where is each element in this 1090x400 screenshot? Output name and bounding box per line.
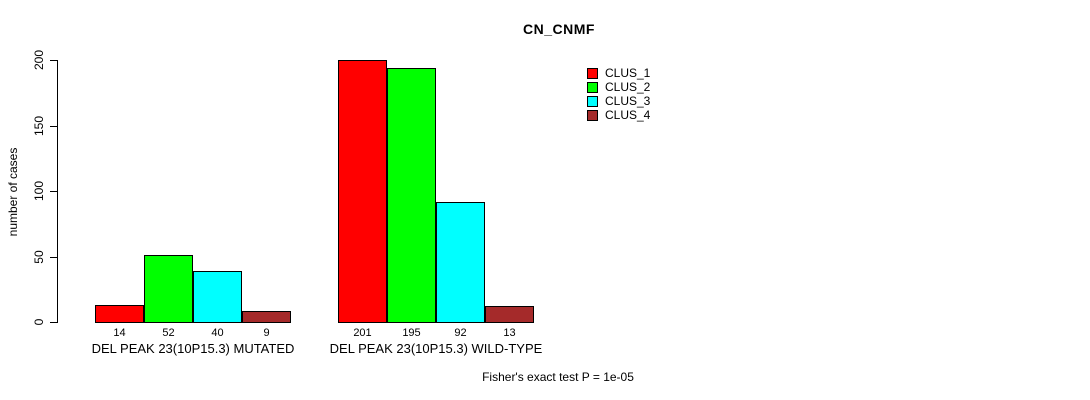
legend-label: CLUS_3: [605, 94, 651, 108]
bar-value-label: 14: [113, 327, 126, 339]
bar-clus-4-group-1: [485, 306, 534, 323]
x-axis-group-label: DEL PEAK 23(10P15.3) MUTATED: [91, 341, 295, 356]
bar-value-label: 40: [211, 327, 224, 339]
bar-clus-2-group-1: [387, 68, 436, 323]
bar-clus-4-group-0: [242, 311, 291, 323]
legend-item: CLUS_1: [587, 66, 650, 80]
fisher-test-annotation: Fisher's exact test P = 1e-05: [482, 370, 634, 384]
y-axis-tick: [50, 191, 57, 192]
legend-label: CLUS_4: [605, 108, 651, 122]
bar-value-label: 52: [162, 327, 175, 339]
y-axis-tick: [50, 322, 57, 323]
y-axis-tick-label: 100: [32, 180, 46, 202]
y-axis-tick-label: 50: [32, 250, 46, 264]
chart-title: CN_CNMF: [523, 21, 595, 37]
bar-value-label: 9: [263, 327, 270, 339]
legend-swatch: [587, 81, 598, 93]
bar-clus-3-group-0: [193, 271, 242, 323]
legend-item: CLUS_3: [587, 94, 650, 108]
y-axis-tick: [50, 126, 57, 127]
bar-value-label: 92: [454, 327, 467, 339]
legend-label: CLUS_2: [605, 80, 651, 94]
bar-clus-1-group-1: [338, 60, 387, 323]
y-axis-line: [57, 60, 58, 323]
bar-clus-2-group-0: [144, 255, 193, 323]
y-axis-label: number of cases: [6, 147, 20, 237]
legend-item: CLUS_4: [587, 108, 650, 122]
y-axis-tick: [50, 60, 57, 61]
legend-swatch: [587, 109, 598, 121]
bar-clus-3-group-1: [436, 202, 485, 323]
bar-clus-1-group-0: [95, 305, 144, 323]
bar-value-label: 201: [353, 327, 372, 339]
legend-swatch: [587, 67, 598, 79]
y-axis-tick-label: 150: [32, 115, 46, 137]
x-axis-group-label: DEL PEAK 23(10P15.3) WILD-TYPE: [329, 341, 543, 356]
legend-item: CLUS_2: [587, 80, 650, 94]
bar-value-label: 13: [503, 327, 516, 339]
bar-value-label: 195: [402, 327, 421, 339]
y-axis-tick-label: 0: [32, 318, 46, 326]
y-axis-tick: [50, 257, 57, 258]
legend: CLUS_1 CLUS_2 CLUS_3 CLUS_4: [587, 66, 650, 122]
legend-swatch: [587, 95, 598, 107]
legend-label: CLUS_1: [605, 66, 651, 80]
y-axis-tick-label: 200: [32, 49, 46, 71]
